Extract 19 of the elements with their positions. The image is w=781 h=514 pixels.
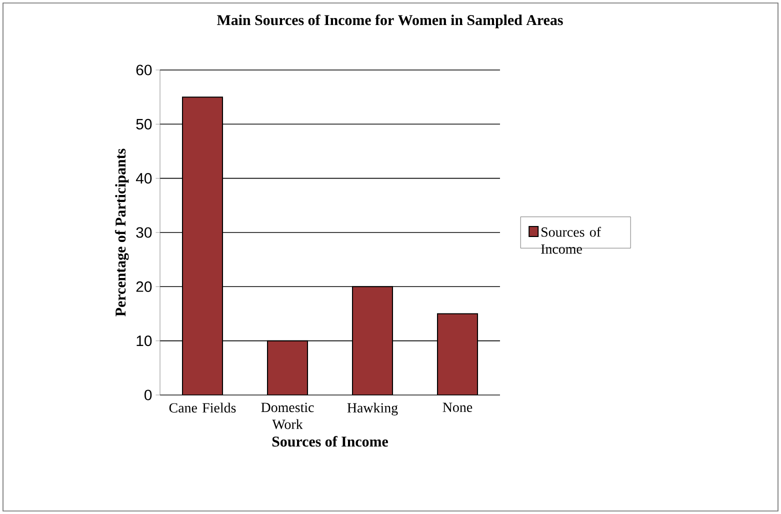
chart-title: Main Sources of Income for Women in Sampled Areas — [217, 14, 563, 28]
bar — [182, 96, 224, 395]
x-tick-label: Hawking — [347, 402, 398, 416]
bar — [267, 340, 308, 395]
x-axis-title: Sources of Income — [272, 436, 388, 447]
bar — [352, 286, 394, 395]
y-tick-label: 20 — [136, 281, 152, 292]
legend-label: Sources of Income — [541, 226, 602, 254]
y-tick-label: 60 — [136, 64, 152, 76]
x-tick-label: Domestic Work — [261, 402, 314, 430]
x-tick-label: None — [442, 402, 472, 412]
y-tick-label: 10 — [136, 336, 152, 346]
x-tick-label: Cane Fields — [169, 402, 236, 413]
y-tick-label: 50 — [136, 118, 152, 130]
y-tick-label: 0 — [144, 390, 152, 400]
y-tick-label: 40 — [136, 173, 152, 184]
y-tick-label: 30 — [136, 227, 152, 238]
y-axis-title: Percentage of Participants — [114, 148, 129, 316]
bar — [437, 313, 478, 395]
